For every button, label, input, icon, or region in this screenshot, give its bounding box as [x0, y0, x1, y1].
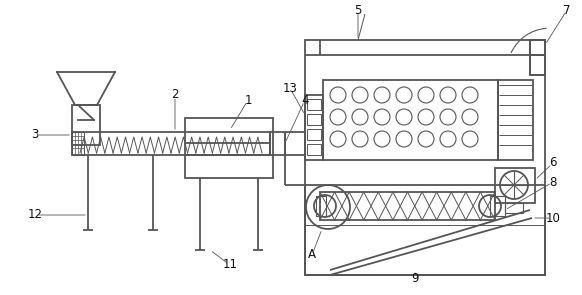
Text: A: A [308, 248, 316, 261]
Bar [323, 80, 498, 160]
Bar [320, 192, 495, 220]
Bar [72, 132, 270, 155]
Text: 3: 3 [31, 129, 38, 142]
Bar [505, 203, 523, 213]
Bar [307, 129, 321, 140]
Text: 8: 8 [549, 176, 557, 189]
Bar [305, 95, 323, 160]
Text: 9: 9 [411, 271, 419, 284]
Text: 12: 12 [27, 209, 42, 222]
Bar [305, 40, 545, 275]
Bar [316, 196, 326, 216]
Bar [270, 132, 285, 155]
Bar [307, 114, 321, 125]
Bar [72, 132, 84, 155]
Text: 4: 4 [301, 94, 308, 106]
Text: 13: 13 [283, 81, 297, 94]
Bar [490, 196, 505, 216]
Text: 5: 5 [354, 4, 361, 17]
Bar [498, 80, 533, 160]
Bar [305, 185, 545, 275]
Bar [307, 99, 321, 110]
Text: 11: 11 [222, 258, 237, 271]
Text: 10: 10 [545, 212, 560, 224]
Bar [185, 118, 273, 178]
Text: 6: 6 [549, 157, 557, 170]
Bar [307, 144, 321, 155]
Text: 2: 2 [171, 88, 179, 101]
Bar [530, 40, 545, 75]
Text: 1: 1 [244, 94, 252, 106]
Bar [72, 105, 100, 145]
Bar [495, 168, 535, 203]
Text: 7: 7 [563, 4, 571, 17]
